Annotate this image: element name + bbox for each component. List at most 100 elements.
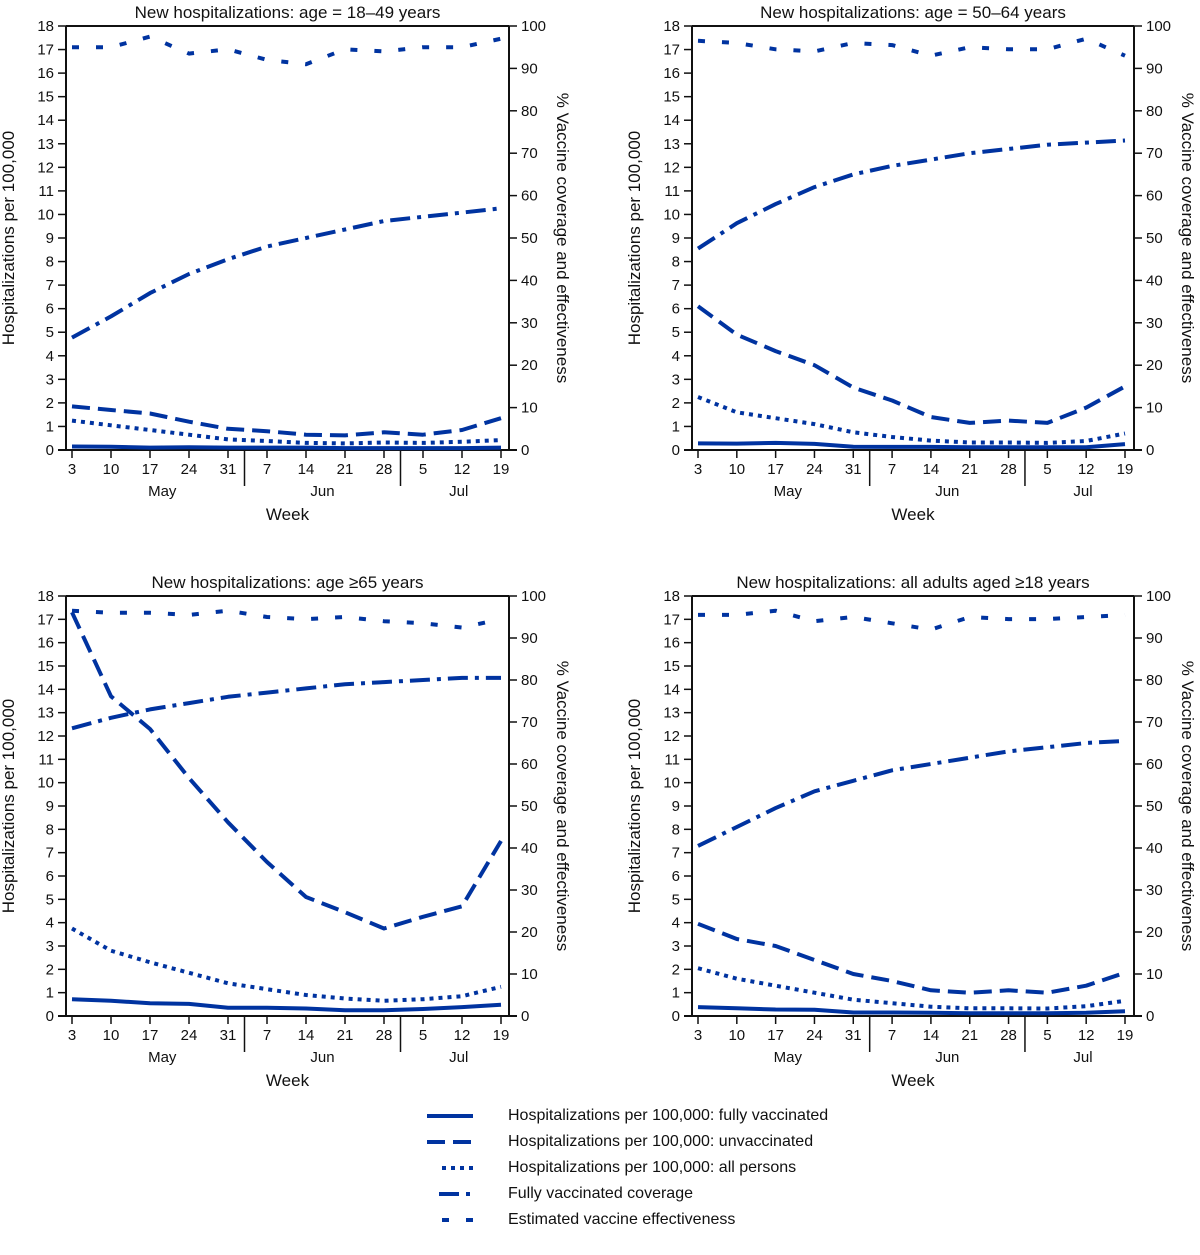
month-label-may: May bbox=[148, 483, 177, 500]
y-tick-label-left: 17 bbox=[663, 42, 680, 59]
y-tick-label-left: 7 bbox=[672, 845, 680, 862]
y-tick-label-right: 60 bbox=[1146, 756, 1163, 773]
series-line-hospitalizations-per-100-000-fully-vaccinated bbox=[697, 1005, 1126, 1016]
y-tick-label-left: 12 bbox=[663, 159, 680, 176]
y-tick-label-left: 14 bbox=[663, 112, 680, 129]
series-line-hospitalizations-per-100-000-all-persons bbox=[697, 395, 1126, 445]
chart-title: New hospitalizations: age = 50–64 years bbox=[760, 3, 1066, 22]
legend-label: Hospitalizations per 100,000: unvaccinat… bbox=[508, 1133, 814, 1150]
y-tick-label-left: 17 bbox=[37, 42, 54, 59]
x-tick-label: 14 bbox=[923, 1027, 940, 1044]
y-axis-label-right: % Vaccine coverage and effectiveness bbox=[1178, 93, 1197, 383]
y-tick-label-right: 0 bbox=[1146, 1008, 1154, 1025]
x-axis-label: Week bbox=[266, 1071, 310, 1090]
legend: Hospitalizations per 100,000: fully vacc… bbox=[425, 1103, 828, 1233]
month-label-may: May bbox=[774, 1049, 803, 1066]
y-tick-label-right: 90 bbox=[1146, 60, 1163, 77]
y-tick-label-left: 6 bbox=[46, 301, 54, 318]
y-tick-label-left: 11 bbox=[38, 751, 54, 768]
month-label-jul: Jul bbox=[449, 1049, 468, 1066]
y-tick-label-left: 16 bbox=[37, 635, 54, 652]
month-label-jul: Jul bbox=[449, 483, 468, 500]
y-tick-label-right: 70 bbox=[1146, 714, 1163, 731]
x-tick-label: 24 bbox=[806, 1027, 823, 1044]
y-axis-label-left: Hospitalizations per 100,000 bbox=[0, 699, 18, 914]
x-axis-label: Week bbox=[891, 1071, 935, 1090]
y-tick-label-right: 50 bbox=[521, 798, 538, 815]
x-tick-label: 5 bbox=[419, 461, 427, 478]
y-tick-label-left: 14 bbox=[37, 681, 54, 698]
x-tick-label: 28 bbox=[376, 461, 393, 478]
legend-label: Fully vaccinated coverage bbox=[508, 1185, 693, 1202]
y-tick-label-right: 20 bbox=[1146, 924, 1163, 941]
y-tick-label-left: 10 bbox=[663, 775, 680, 792]
y-tick-label-left: 8 bbox=[672, 821, 680, 838]
x-tick-label: 19 bbox=[493, 1027, 510, 1044]
y-tick-label-left: 18 bbox=[37, 18, 54, 35]
y-axis-label-left: Hospitalizations per 100,000 bbox=[625, 131, 644, 346]
y-tick-label-right: 90 bbox=[1146, 630, 1163, 647]
y-tick-label-left: 4 bbox=[672, 348, 680, 365]
x-tick-label: 7 bbox=[263, 461, 271, 478]
y-tick-label-left: 15 bbox=[37, 658, 54, 675]
legend-item-coverage: Fully vaccinated coverage bbox=[425, 1181, 828, 1207]
y-tick-label-right: 0 bbox=[1146, 442, 1154, 459]
legend-swatch-solid bbox=[427, 1114, 473, 1118]
y-tick-label-left: 2 bbox=[672, 961, 680, 978]
month-label-jun: Jun bbox=[310, 1049, 334, 1066]
y-tick-label-left: 5 bbox=[672, 324, 680, 341]
y-axis-label-right: % Vaccine coverage and effectiveness bbox=[553, 93, 572, 383]
y-tick-label-right: 100 bbox=[1146, 588, 1171, 605]
legend-swatch-dotted bbox=[442, 1166, 473, 1170]
legend-item-all-persons: Hospitalizations per 100,000: all person… bbox=[425, 1155, 828, 1181]
chart-panel-4: New hospitalizations: all adults aged ≥1… bbox=[625, 573, 1197, 1090]
series-line-estimated-vaccine-effectiveness bbox=[697, 36, 1126, 58]
y-tick-label-right: 50 bbox=[1146, 230, 1163, 247]
y-tick-label-right: 50 bbox=[1146, 798, 1163, 815]
y-tick-label-right: 80 bbox=[1146, 103, 1163, 120]
y-tick-label-right: 70 bbox=[1146, 145, 1163, 162]
x-tick-label: 5 bbox=[419, 1027, 427, 1044]
series-line-fully-vaccinated-coverage bbox=[71, 675, 501, 731]
y-tick-label-right: 10 bbox=[521, 966, 538, 983]
x-tick-label: 3 bbox=[694, 1027, 702, 1044]
y-tick-label-right: 70 bbox=[521, 145, 538, 162]
legend-item-unvaccinated: Hospitalizations per 100,000: unvaccinat… bbox=[425, 1129, 828, 1155]
y-tick-label-right: 40 bbox=[1146, 840, 1163, 857]
series-line-hospitalizations-per-100-000-fully-vaccinated bbox=[71, 997, 502, 1013]
y-tick-label-left: 15 bbox=[37, 89, 54, 106]
y-tick-label-left: 9 bbox=[46, 798, 54, 815]
series-line-hospitalizations-per-100-000-all-persons bbox=[697, 966, 1126, 1011]
y-tick-label-right: 10 bbox=[521, 400, 538, 417]
y-tick-label-right: 100 bbox=[521, 588, 546, 605]
x-tick-label: 21 bbox=[337, 461, 354, 478]
series-line-hospitalizations-per-100-000-unvaccinated bbox=[71, 404, 502, 438]
legend-swatch-dashed bbox=[427, 1140, 473, 1144]
y-tick-label-right: 60 bbox=[521, 188, 538, 205]
y-tick-label-right: 100 bbox=[1146, 18, 1171, 35]
chart-panel-2: New hospitalizations: age = 50–64 years 0… bbox=[625, 3, 1197, 524]
y-tick-label-left: 1 bbox=[46, 985, 54, 1002]
y-tick-label-left: 4 bbox=[46, 348, 54, 365]
legend-swatch-dash-dot bbox=[439, 1192, 473, 1196]
x-tick-label: 21 bbox=[337, 1027, 354, 1044]
x-tick-label: 21 bbox=[961, 461, 978, 478]
y-tick-label-left: 5 bbox=[672, 891, 680, 908]
x-tick-label: 17 bbox=[767, 1027, 784, 1044]
y-tick-label-left: 9 bbox=[672, 230, 680, 247]
series-line-hospitalizations-per-100-000-all-persons bbox=[71, 418, 502, 446]
x-tick-label: 24 bbox=[181, 461, 198, 478]
y-axis-label-right: % Vaccine coverage and effectiveness bbox=[553, 661, 572, 951]
x-tick-label: 3 bbox=[68, 461, 76, 478]
x-tick-label: 12 bbox=[1078, 461, 1095, 478]
series-line-hospitalizations-per-100-000-fully-vaccinated bbox=[71, 444, 502, 451]
y-tick-label-right: 10 bbox=[1146, 966, 1163, 983]
x-tick-label: 19 bbox=[1117, 461, 1134, 478]
y-tick-label-right: 0 bbox=[521, 1008, 529, 1025]
x-tick-label: 10 bbox=[728, 461, 745, 478]
series-line-estimated-vaccine-effectiveness bbox=[698, 608, 1126, 632]
x-tick-label: 17 bbox=[142, 461, 159, 478]
x-tick-label: 10 bbox=[728, 1027, 745, 1044]
y-tick-label-left: 18 bbox=[663, 18, 680, 35]
y-tick-label-left: 13 bbox=[663, 136, 680, 153]
